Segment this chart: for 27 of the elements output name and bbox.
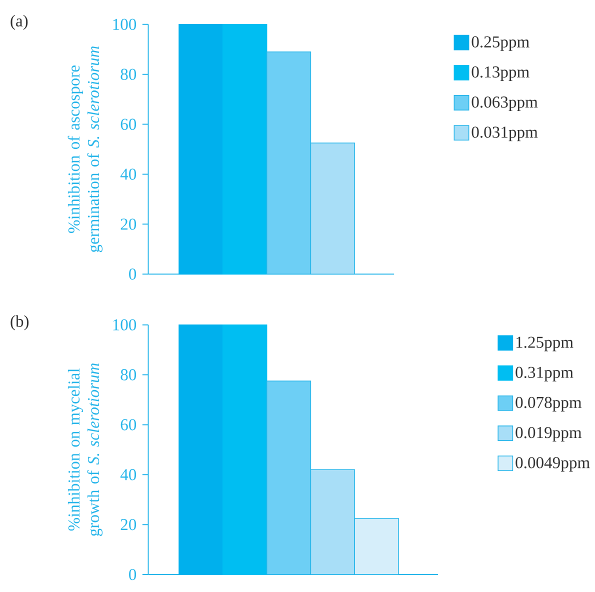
y-tick-label: 100 bbox=[113, 18, 136, 30]
bar bbox=[178, 24, 224, 275]
y-tick-label: 80 bbox=[120, 68, 136, 80]
y-tick-label: 20 bbox=[120, 519, 136, 530]
y-tick-label: 60 bbox=[120, 118, 136, 130]
legend-label: 0.031ppm bbox=[472, 126, 538, 142]
legend-label: 0.0049ppm bbox=[516, 457, 590, 472]
chart-title: (a) bbox=[10, 15, 28, 30]
y-tick-label: 40 bbox=[120, 168, 136, 180]
legend-label: 1.25ppm bbox=[516, 336, 574, 352]
legend-label: 0.25ppm bbox=[472, 36, 530, 52]
legend-label: 0.063ppm bbox=[472, 96, 538, 112]
legend-label: 0.019ppm bbox=[516, 427, 582, 442]
bar bbox=[222, 324, 268, 576]
y-tick-label: 0 bbox=[129, 569, 136, 580]
y-tick-label: 40 bbox=[120, 469, 136, 480]
bar bbox=[178, 324, 224, 576]
y-tick-label: 20 bbox=[120, 218, 136, 230]
bar bbox=[222, 24, 268, 275]
y-tick-label: 80 bbox=[120, 369, 136, 381]
legend-label: 0.31ppm bbox=[516, 366, 574, 382]
legend-label: 0.078ppm bbox=[516, 397, 582, 412]
y-tick-label: 0 bbox=[129, 268, 136, 280]
legend-label: 0.13ppm bbox=[472, 66, 530, 82]
y-tick-label: 100 bbox=[113, 319, 136, 331]
chart-title: (b) bbox=[10, 315, 29, 330]
y-tick-label: 60 bbox=[120, 419, 136, 430]
